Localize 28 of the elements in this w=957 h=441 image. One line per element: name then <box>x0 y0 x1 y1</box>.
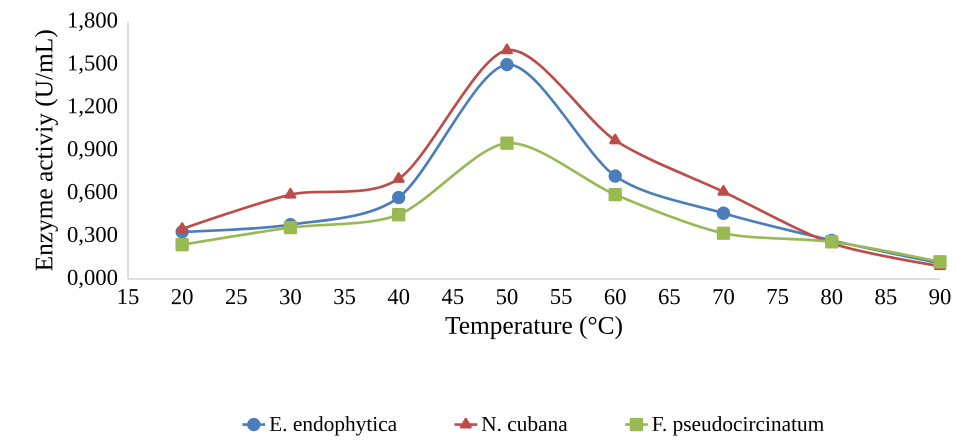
x-tick-label: 70 <box>714 289 734 304</box>
x-tick-label: 65 <box>658 289 680 304</box>
legend-label: E. endophytica <box>270 416 397 436</box>
legend-label: F. pseudocircinatum <box>652 416 824 436</box>
y-tick-label: 1,500 <box>68 55 118 74</box>
x-tick-label: 80 <box>821 289 842 304</box>
y-tick-label: 1,200 <box>68 98 118 117</box>
x-tick-label: 60 <box>604 289 626 304</box>
x-tick-label: 35 <box>334 289 355 304</box>
y-tick-label: 1,800 <box>68 12 118 31</box>
x-tick-label: 25 <box>226 289 247 304</box>
y-tick-label: 0,900 <box>68 141 118 160</box>
x-tick-label: 20 <box>172 289 193 304</box>
x-tick-label: 50 <box>496 289 518 304</box>
x-tick-label: 45 <box>442 289 464 304</box>
y-tick-label: 0,600 <box>68 184 118 202</box>
y-axis-title: Enzyme activiy (U/mL) <box>34 30 58 271</box>
x-tick-label: 75 <box>768 289 788 304</box>
x-tick-label: 40 <box>388 289 410 304</box>
x-tick-label: 55 <box>551 289 572 304</box>
legend-label: N. cubana <box>482 416 568 432</box>
x-tick-label: 15 <box>118 289 138 304</box>
x-axis-title: Temperature (°C) <box>446 316 622 340</box>
x-tick-label: 90 <box>929 289 950 304</box>
y-tick-label: 0,000 <box>68 270 118 288</box>
x-tick-label: 85 <box>875 289 896 304</box>
x-tick-label: 30 <box>280 289 301 304</box>
y-tick-label: 0,300 <box>68 226 118 246</box>
